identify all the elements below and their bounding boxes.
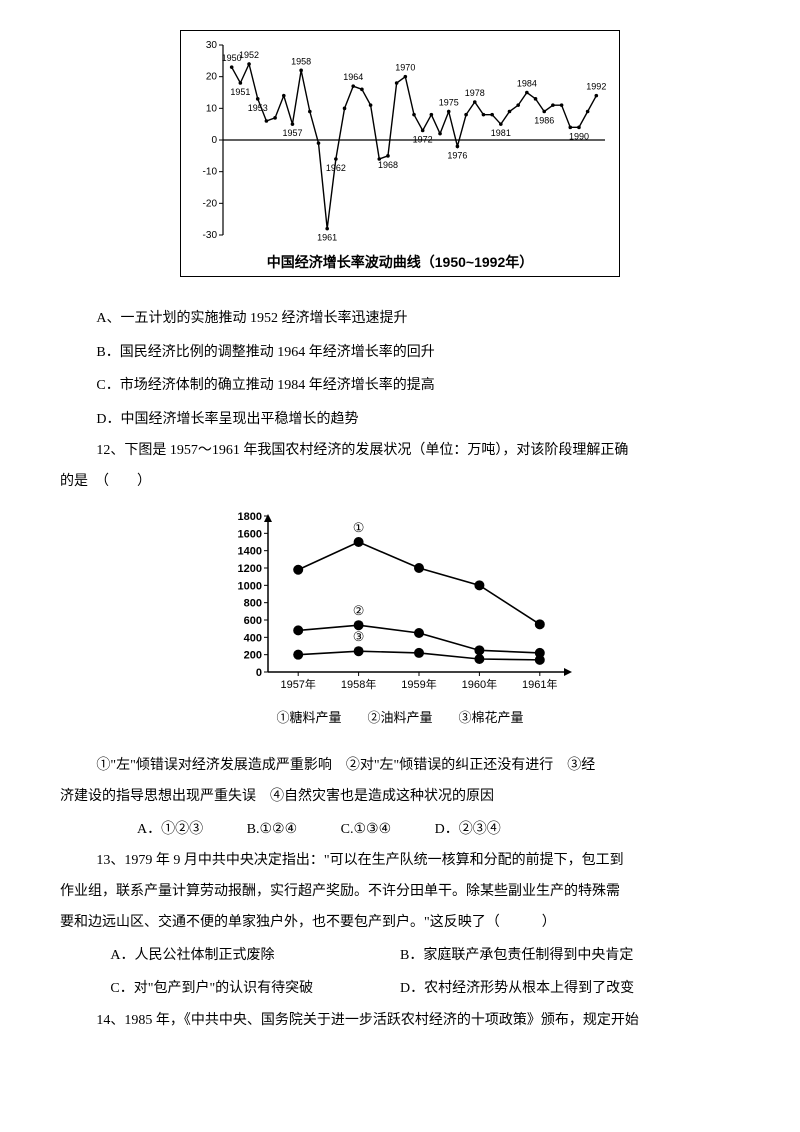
q13-line2: 作业组，联系产量计算劳动报酬，实行超产奖励。不许分田单干。除某些副业生产的特殊需 bbox=[60, 877, 740, 908]
q14-line1: 14、1985 年，《中共中央、国务院关于进一步活跃农村经济的十项政策》颁布，规… bbox=[60, 1006, 740, 1037]
svg-text:1958: 1958 bbox=[291, 56, 311, 66]
chart1-box: -30-20-100102030195019511952195319571958… bbox=[180, 30, 620, 277]
q12-choice-c: C.①③④ bbox=[341, 813, 392, 847]
q11-option-d: D．中国经济增长率呈现出平稳增长的趋势 bbox=[60, 403, 740, 437]
svg-text:1800: 1800 bbox=[238, 511, 262, 523]
chart1-svg: -30-20-100102030195019511952195319571958… bbox=[185, 35, 615, 245]
chart1-caption: 中国经济增长率波动曲线（1950~1992年） bbox=[185, 252, 615, 272]
svg-text:1957: 1957 bbox=[282, 128, 302, 138]
svg-text:-30: -30 bbox=[203, 230, 218, 241]
svg-text:③: ③ bbox=[353, 629, 365, 644]
svg-text:1951: 1951 bbox=[230, 87, 250, 97]
svg-text:1600: 1600 bbox=[238, 528, 262, 540]
svg-text:-10: -10 bbox=[203, 167, 218, 178]
svg-text:1964: 1964 bbox=[343, 72, 363, 82]
svg-text:-20: -20 bbox=[203, 198, 218, 209]
svg-text:1961年: 1961年 bbox=[522, 677, 557, 691]
svg-text:20: 20 bbox=[206, 72, 218, 83]
q13-options: A．人民公社体制正式废除 B．家庭联产承包责任制得到中央肯定 C．对"包产到户"… bbox=[60, 939, 740, 1006]
svg-text:1962: 1962 bbox=[326, 163, 346, 173]
q11-option-b: B．国民经济比例的调整推动 1964 年经济增长率的回升 bbox=[60, 336, 740, 370]
chart2-svg: 0 200 400 600 800 1000 1200 1400 1600 1800 1957年 19… bbox=[220, 508, 580, 698]
q11-option-c: C．市场经济体制的确立推动 1984 年经济增长率的提高 bbox=[60, 369, 740, 403]
svg-text:1984: 1984 bbox=[517, 79, 537, 89]
svg-text:1953: 1953 bbox=[248, 103, 268, 113]
q12-stem-line2: 的是 （ ） bbox=[60, 467, 740, 498]
svg-text:1972: 1972 bbox=[413, 135, 433, 145]
svg-text:200: 200 bbox=[244, 650, 262, 662]
svg-text:600: 600 bbox=[244, 615, 262, 627]
q12-statements-line1: ①"左"倾错误对经济发展造成严重影响 ②对"左"倾错误的纠正还没有进行 ③经 bbox=[60, 751, 740, 782]
svg-text:0: 0 bbox=[256, 667, 262, 679]
chart2-legend: ①糖料产量 ②油料产量 ③棉花产量 bbox=[220, 707, 580, 726]
svg-text:1986: 1986 bbox=[534, 116, 554, 126]
svg-text:800: 800 bbox=[244, 598, 262, 610]
svg-text:1952: 1952 bbox=[239, 50, 259, 60]
svg-text:400: 400 bbox=[244, 632, 262, 644]
svg-text:1975: 1975 bbox=[439, 98, 459, 108]
q12-choice-a: A．①②③ bbox=[137, 813, 203, 847]
chart2-box: 0 200 400 600 800 1000 1200 1400 1600 1800 1957年 19… bbox=[220, 508, 580, 726]
svg-text:1978: 1978 bbox=[465, 88, 485, 98]
q13-option-d: D．农村经济形势从根本上得到了改变 bbox=[400, 972, 740, 1006]
svg-text:1970: 1970 bbox=[395, 63, 415, 73]
svg-text:1958年: 1958年 bbox=[341, 677, 376, 691]
q12-choice-b: B.①②④ bbox=[247, 813, 298, 847]
svg-text:10: 10 bbox=[206, 103, 218, 114]
q12-stem-line1: 12、下图是 1957～1961 年我国农村经济的发展状况（单位：万吨），对该阶… bbox=[60, 436, 740, 467]
q12-choices: A．①②③ B.①②④ C.①③④ D．②③④ bbox=[60, 813, 740, 847]
q12-choice-d: D．②③④ bbox=[435, 813, 501, 847]
svg-text:1959年: 1959年 bbox=[401, 677, 436, 691]
svg-text:1960年: 1960年 bbox=[462, 677, 497, 691]
q12-statements-line2: 济建设的指导思想出现严重失误 ④自然灾害也是造成这种状况的原因 bbox=[60, 782, 740, 813]
svg-text:1992: 1992 bbox=[586, 82, 606, 92]
q13-option-b: B．家庭联产承包责任制得到中央肯定 bbox=[400, 939, 740, 973]
svg-text:1957年: 1957年 bbox=[280, 677, 315, 691]
svg-text:1968: 1968 bbox=[378, 160, 398, 170]
chart1-container: -30-20-100102030195019511952195319571958… bbox=[60, 30, 740, 277]
svg-text:1990: 1990 bbox=[569, 131, 589, 141]
svg-text:1981: 1981 bbox=[491, 128, 511, 138]
svg-text:1000: 1000 bbox=[238, 580, 262, 592]
svg-text:①: ① bbox=[353, 520, 365, 535]
svg-text:0: 0 bbox=[211, 135, 217, 146]
q13-line1: 13、1979 年 9 月中共中央决定指出："可以在生产队统一核算和分配的前提下… bbox=[60, 846, 740, 877]
svg-text:1200: 1200 bbox=[238, 563, 262, 575]
svg-text:1961: 1961 bbox=[317, 233, 337, 243]
chart2-container: 0 200 400 600 800 1000 1200 1400 1600 1800 1957年 19… bbox=[60, 508, 740, 726]
q13-option-a: A．人民公社体制正式废除 bbox=[60, 939, 400, 973]
svg-text:1976: 1976 bbox=[447, 150, 467, 160]
q13-line3: 要和边远山区、交通不便的单家独户外，也不要包产到户。"这反映了（ ） bbox=[60, 908, 740, 939]
svg-text:30: 30 bbox=[206, 40, 218, 51]
q13-option-c: C．对"包产到户"的认识有待突破 bbox=[60, 972, 400, 1006]
svg-text:1400: 1400 bbox=[238, 546, 262, 558]
svg-text:②: ② bbox=[353, 603, 365, 618]
q11-option-a: A、一五计划的实施推动 1952 经济增长率迅速提升 bbox=[60, 302, 740, 336]
